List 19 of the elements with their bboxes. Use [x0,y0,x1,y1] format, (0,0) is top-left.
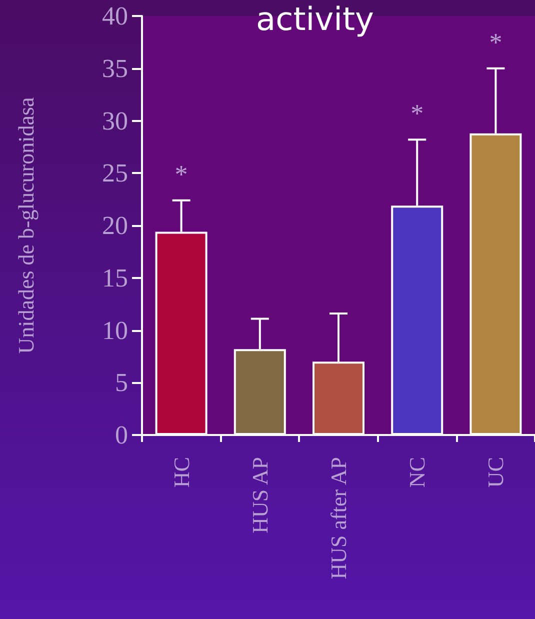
chart-title: activity [256,0,374,38]
y-axis-title: Unidades de b-glucuronidasa [14,96,38,354]
y-tick-label: 30 [102,106,128,136]
x-tick-label: HUS AP [247,457,272,534]
x-tick-label: HC [168,457,194,488]
x-tick-label: NC [404,457,430,488]
x-tick-label: UC [483,457,508,488]
x-tick-label: HUS after AP [326,457,351,580]
y-tick-label: 10 [102,316,128,345]
y-tick-label: 5 [115,368,128,398]
y-tick-label: 20 [102,211,128,240]
y-tick-label: 40 [102,2,128,30]
y-tick-label: 0 [115,420,128,450]
annotation: * [410,99,424,128]
y-tick-label: 15 [102,263,128,292]
annotation: * [174,160,188,189]
y-tick-label: 25 [102,158,128,188]
y-tick-label: 35 [102,54,128,83]
annotation: * [489,28,502,57]
